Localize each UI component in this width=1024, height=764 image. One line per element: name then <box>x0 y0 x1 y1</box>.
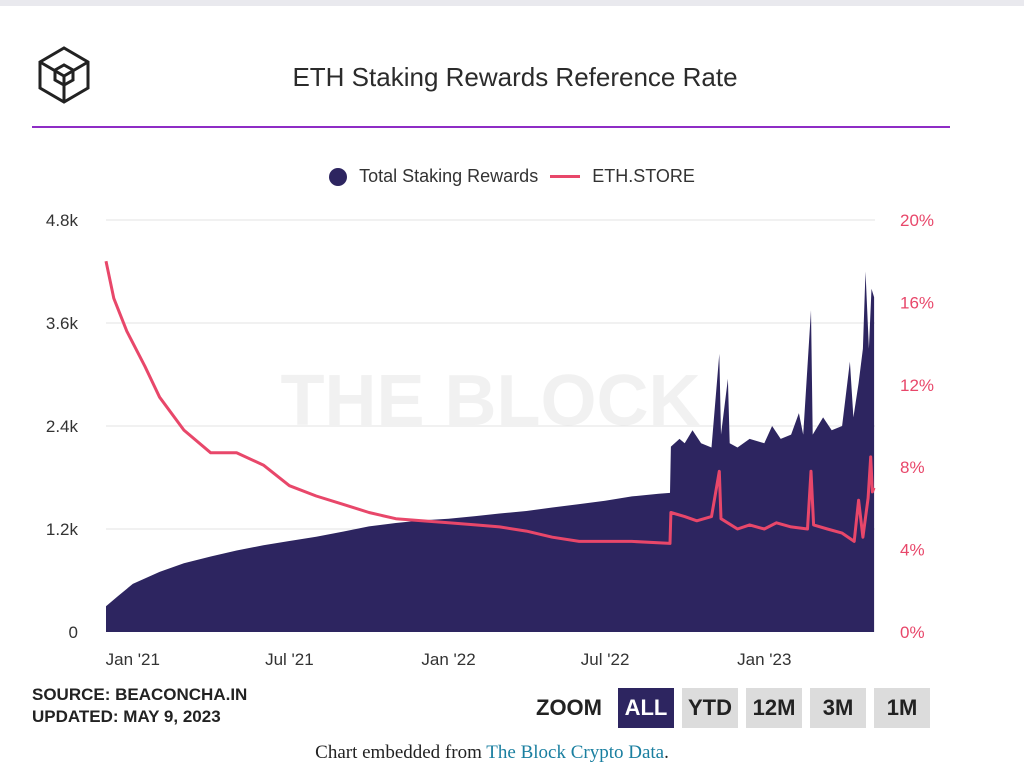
legend: Total Staking Rewards ETH.STORE <box>0 166 1024 187</box>
y-left-tick-label: 3.6k <box>46 314 79 333</box>
series-area-total-staking-rewards <box>106 271 875 632</box>
embed-prefix: Chart embedded from <box>315 742 487 763</box>
y-right-tick-label: 16% <box>900 293 934 312</box>
y-left-tick-label: 1.2k <box>46 520 79 539</box>
legend-marker-bar <box>329 167 348 186</box>
zoom-all-button[interactable]: ALL <box>618 688 674 728</box>
y-left-tick-label: 4.8k <box>46 211 79 230</box>
x-tick-label: Jan '22 <box>421 650 475 669</box>
source-line: SOURCE: BEACONCHA.IN <box>32 685 248 704</box>
legend-item-eth-store[interactable]: ETH.STORE <box>550 166 695 187</box>
zoom-3m-button[interactable]: 3M <box>810 688 866 728</box>
updated-line: UPDATED: MAY 9, 2023 <box>32 707 221 726</box>
legend-label: Total Staking Rewards <box>359 166 539 186</box>
embed-link[interactable]: The Block Crypto Data <box>486 742 665 763</box>
embed-note: Chart embedded from The Block Crypto Dat… <box>0 742 984 764</box>
y-left-tick-label: 2.4k <box>46 417 79 436</box>
series-line-eth-store <box>104 260 876 545</box>
the-block-logo <box>38 46 90 104</box>
zoom-1m-button[interactable]: 1M <box>874 688 930 728</box>
chart-title: ETH Staking Rewards Reference Rate <box>292 62 738 92</box>
legend-label: ETH.STORE <box>592 166 695 186</box>
y-right-tick-label: 20% <box>900 211 934 230</box>
x-tick-label: Jan '21 <box>106 650 160 669</box>
legend-marker-line <box>550 175 581 178</box>
zoom-controls: ZOOM ALL YTD 12M 3M 1M <box>536 688 930 728</box>
zoom-12m-button[interactable]: 12M <box>746 688 802 728</box>
zoom-label: ZOOM <box>536 695 602 720</box>
x-tick-label: Jul '21 <box>265 650 314 669</box>
y-right-tick-label: 4% <box>900 541 925 560</box>
title-divider <box>32 126 950 128</box>
embed-suffix: . <box>664 742 669 763</box>
x-tick-label: Jul '22 <box>581 650 630 669</box>
chart-plot: THE BLOCK 0 1.2k 2.4k 3.6k 4.8k 0% 4% 8% 12% 16% 20… <box>46 211 934 669</box>
y-right-tick-label: 0% <box>900 623 925 642</box>
y-right-tick-label: 12% <box>900 376 934 395</box>
y-left-tick-label: 0 <box>69 623 78 642</box>
watermark: THE BLOCK <box>281 361 701 441</box>
zoom-ytd-button[interactable]: YTD <box>682 688 738 728</box>
top-bar <box>0 0 1024 6</box>
y-right-tick-label: 8% <box>900 458 925 477</box>
source-note: SOURCE: BEACONCHA.IN UPDATED: MAY 9, 202… <box>32 684 247 728</box>
x-tick-label: Jan '23 <box>737 650 791 669</box>
legend-item-total-staking-rewards[interactable]: Total Staking Rewards <box>329 166 538 187</box>
